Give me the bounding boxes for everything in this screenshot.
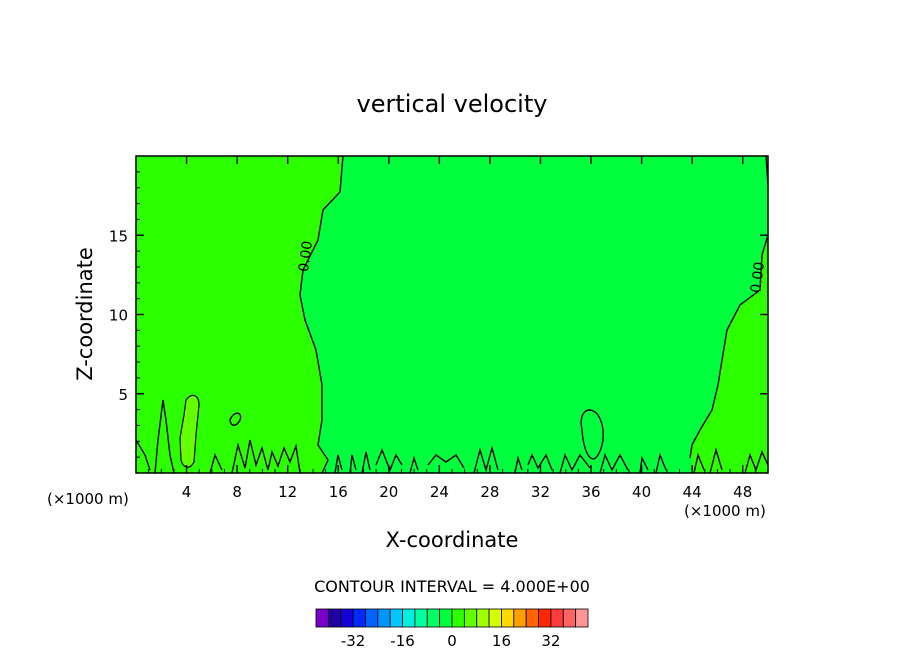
positive-bubble <box>179 394 200 468</box>
plot-area: 0.00 0.00 <box>135 155 769 474</box>
colorbar-swatch <box>525 608 539 628</box>
bottom-noise-contours <box>209 439 769 474</box>
left-edge-contour <box>135 399 175 474</box>
chart-title: vertical velocity <box>357 90 548 118</box>
colorbar-swatch <box>426 608 441 628</box>
colorbar-swatch <box>340 608 354 628</box>
colorbar-swatch <box>575 608 589 628</box>
colorbar-tick-label: -16 <box>390 632 415 650</box>
x-tick-label: 48 <box>733 483 752 501</box>
colorbar-swatch <box>389 608 403 628</box>
contour-lines <box>135 155 769 474</box>
y-tick-label: 15 <box>109 227 128 245</box>
x-tick-label: 40 <box>632 483 651 501</box>
colorbar-swatch <box>538 608 552 628</box>
colorbar-swatch <box>439 608 453 628</box>
left-positive-region <box>136 156 343 473</box>
colorbar-tick-label: 0 <box>447 632 457 650</box>
colorbar-swatch <box>476 608 490 628</box>
x-axis: 4 8 12 16 20 24 28 32 36 40 44 48 <box>148 156 756 501</box>
x-tick-label: 28 <box>480 483 499 501</box>
y-axis: 5 10 15 <box>109 171 768 458</box>
colorbar-swatch <box>488 608 502 628</box>
x-units-left: (×1000 m) <box>47 490 129 508</box>
small-contour-8 <box>229 412 242 426</box>
right-positive-region <box>692 235 768 473</box>
zero-contour-left <box>299 155 344 474</box>
colorbar-swatch <box>402 608 416 628</box>
colorbar-tick-label: 32 <box>541 632 560 650</box>
x-tick-label: 12 <box>278 483 297 501</box>
y-axis-label: Z-coordinate <box>73 247 97 381</box>
y-tick-label: 5 <box>118 386 128 404</box>
x-tick-label: 32 <box>531 483 550 501</box>
colorbar-swatch <box>513 608 527 628</box>
colorbar-swatch <box>315 608 329 628</box>
x-tick-label: 24 <box>430 483 449 501</box>
colorbar-swatch <box>550 608 564 628</box>
colorbar-swatch <box>377 608 391 628</box>
x-tick-label: 16 <box>329 483 348 501</box>
colorbar: -32 -16 0 16 32 <box>315 608 589 650</box>
x-tick-label: 8 <box>232 483 242 501</box>
x-tick-label: 20 <box>379 483 398 501</box>
colorbar-swatch <box>451 608 465 628</box>
bubble-contour-36 <box>580 409 604 460</box>
colorbar-tick-label: 16 <box>492 632 511 650</box>
colorbar-tick-label: -32 <box>341 632 366 650</box>
x-tick-label: 36 <box>581 483 600 501</box>
x-axis-label: X-coordinate <box>386 528 519 552</box>
colorbar-swatch <box>463 608 478 628</box>
colorbar-swatch <box>501 608 515 628</box>
x-units-right: (×1000 m) <box>684 502 766 520</box>
x-tick-label: 44 <box>683 483 702 501</box>
colorbar-swatch <box>327 608 342 628</box>
y-tick-label: 10 <box>109 307 128 325</box>
colorbar-swatch <box>352 608 366 628</box>
x-tick-label: 4 <box>182 483 192 501</box>
contour-label-2: 0.00 <box>748 261 768 294</box>
colorbar-swatch <box>365 608 379 628</box>
contour-label-1: 0.00 <box>296 240 316 273</box>
colorbar-swatch <box>414 608 428 628</box>
colorbar-swatch <box>562 608 577 628</box>
colorbar-title: CONTOUR INTERVAL = 4.000E+00 <box>314 577 590 596</box>
zero-contour-right <box>689 234 769 459</box>
